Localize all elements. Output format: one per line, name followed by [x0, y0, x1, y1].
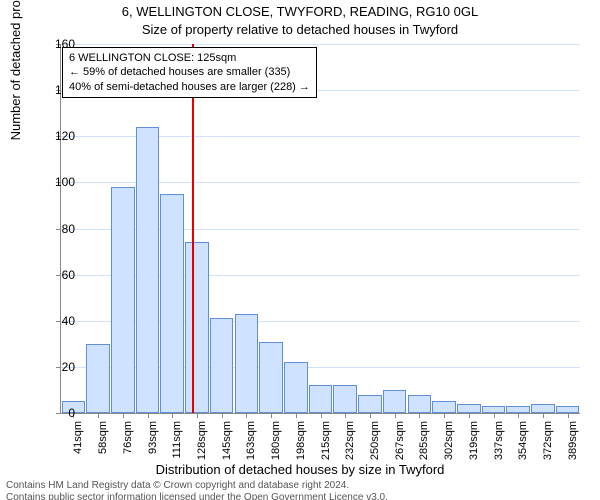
x-tick-mark [444, 413, 445, 418]
histogram-bar [531, 404, 554, 413]
histogram-bar [284, 362, 307, 413]
x-tick-label: 41sqm [72, 421, 84, 471]
y-tick-label: 0 [35, 406, 75, 420]
histogram-bar [185, 242, 208, 413]
x-tick-label: 76sqm [122, 421, 134, 471]
histogram-bar [432, 401, 455, 413]
x-tick-mark [345, 413, 346, 418]
x-tick-mark [494, 413, 495, 418]
histogram-bar [86, 344, 109, 413]
gridline [61, 44, 580, 45]
annotation-line: 6 WELLINGTON CLOSE: 125sqm [69, 51, 310, 65]
y-tick-label: 20 [35, 360, 75, 374]
x-tick-mark [568, 413, 569, 418]
y-tick-label: 40 [35, 314, 75, 328]
x-tick-label: 232sqm [344, 421, 356, 471]
annotation-line: 40% of semi-detached houses are larger (… [69, 80, 310, 94]
histogram-bar [506, 406, 529, 413]
histogram-bar [235, 314, 258, 413]
x-tick-label: 302sqm [443, 421, 455, 471]
footer-line-2: Contains public sector information licen… [6, 492, 388, 500]
histogram-bar [408, 395, 431, 413]
x-tick-label: 93sqm [147, 421, 159, 471]
y-axis-label: Number of detached properties [8, 0, 23, 140]
page-subtitle: Size of property relative to detached ho… [0, 22, 600, 37]
histogram-plot [60, 44, 580, 414]
x-tick-mark [469, 413, 470, 418]
x-tick-mark [395, 413, 396, 418]
x-tick-label: 145sqm [221, 421, 233, 471]
histogram-bar [309, 385, 332, 413]
annotation-line: ← 59% of detached houses are smaller (33… [69, 65, 310, 79]
histogram-bar [136, 127, 159, 413]
x-tick-mark [370, 413, 371, 418]
x-tick-label: 285sqm [418, 421, 430, 471]
footer-line-1: Contains HM Land Registry data © Crown c… [6, 480, 349, 492]
histogram-bar [556, 406, 579, 413]
x-tick-mark [98, 413, 99, 418]
x-tick-mark [222, 413, 223, 418]
histogram-bar [111, 187, 134, 413]
x-tick-label: 337sqm [493, 421, 505, 471]
histogram-bar [160, 194, 183, 413]
x-tick-mark [148, 413, 149, 418]
x-tick-mark [296, 413, 297, 418]
reference-line [192, 44, 194, 413]
chart-container: 6, WELLINGTON CLOSE, TWYFORD, READING, R… [0, 0, 600, 500]
histogram-bar [259, 342, 282, 413]
x-tick-label: 215sqm [320, 421, 332, 471]
x-tick-mark [419, 413, 420, 418]
x-tick-label: 111sqm [171, 421, 183, 471]
x-tick-label: 163sqm [245, 421, 257, 471]
annotation-box: 6 WELLINGTON CLOSE: 125sqm← 59% of detac… [62, 47, 317, 98]
x-tick-mark [543, 413, 544, 418]
x-tick-label: 319sqm [468, 421, 480, 471]
x-tick-mark [123, 413, 124, 418]
x-tick-mark [518, 413, 519, 418]
x-tick-mark [271, 413, 272, 418]
page-title: 6, WELLINGTON CLOSE, TWYFORD, READING, R… [0, 4, 600, 19]
x-tick-label: 267sqm [394, 421, 406, 471]
histogram-bar [482, 406, 505, 413]
x-tick-mark [246, 413, 247, 418]
y-tick-label: 60 [35, 268, 75, 282]
x-tick-mark [321, 413, 322, 418]
y-tick-label: 120 [35, 129, 75, 143]
x-tick-label: 198sqm [295, 421, 307, 471]
x-tick-label: 250sqm [369, 421, 381, 471]
x-tick-label: 180sqm [270, 421, 282, 471]
x-tick-label: 128sqm [196, 421, 208, 471]
histogram-bar [358, 395, 381, 413]
x-tick-mark [172, 413, 173, 418]
histogram-bar [457, 404, 480, 413]
histogram-bar [210, 318, 233, 413]
x-tick-label: 372sqm [542, 421, 554, 471]
x-tick-label: 58sqm [97, 421, 109, 471]
y-tick-label: 100 [35, 175, 75, 189]
histogram-bar [383, 390, 406, 413]
histogram-bar [333, 385, 356, 413]
x-tick-label: 389sqm [567, 421, 579, 471]
y-tick-label: 80 [35, 222, 75, 236]
x-tick-mark [197, 413, 198, 418]
x-tick-label: 354sqm [517, 421, 529, 471]
